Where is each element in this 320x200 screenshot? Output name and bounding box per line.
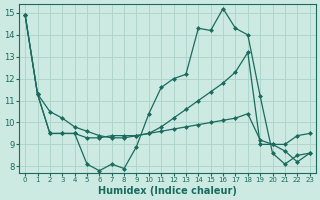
X-axis label: Humidex (Indice chaleur): Humidex (Indice chaleur) bbox=[98, 186, 237, 196]
